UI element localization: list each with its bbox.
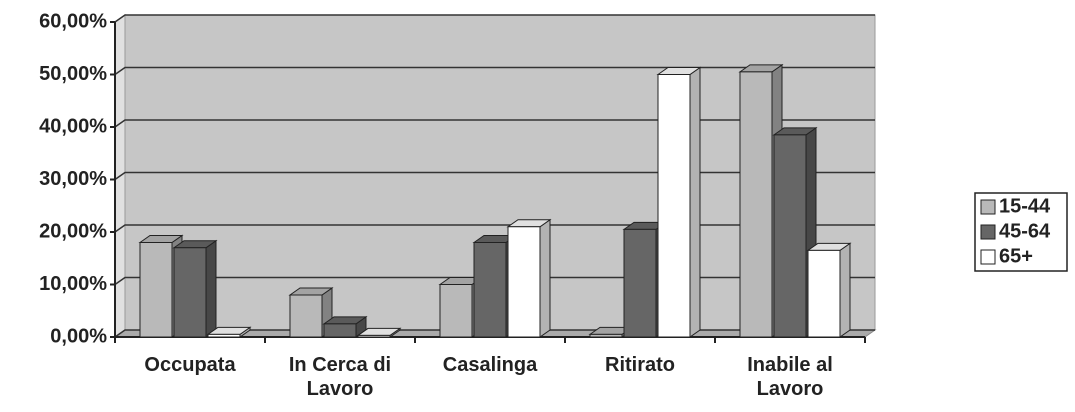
bar-side xyxy=(205,239,217,338)
bar xyxy=(656,66,702,338)
y-tick-label: 30,00% xyxy=(39,168,107,190)
y-tick-label: 10,00% xyxy=(39,273,107,295)
y-tick-label: 40,00% xyxy=(39,115,107,137)
bar xyxy=(356,327,402,338)
bar-front xyxy=(473,242,507,338)
y-tick-label: 0,00% xyxy=(50,325,107,347)
legend-label: 65+ xyxy=(999,245,1033,267)
grid-line xyxy=(114,171,875,181)
bar-side xyxy=(839,242,851,338)
x-tick-label: Inabile al Lavoro xyxy=(747,354,833,400)
bar-front xyxy=(739,71,773,338)
legend-swatch xyxy=(980,224,996,240)
bar-front xyxy=(657,74,691,338)
grid-line xyxy=(114,119,875,128)
bar-front xyxy=(589,333,623,338)
bar-side xyxy=(689,66,701,338)
y-tick-label: 60,00% xyxy=(39,10,107,32)
grid-line xyxy=(114,224,875,233)
bar-front xyxy=(323,323,357,338)
legend-label: 15-44 xyxy=(999,195,1051,217)
y-tick-label: 50,00% xyxy=(39,63,107,85)
grid-line xyxy=(114,14,875,23)
grid-line xyxy=(114,66,875,76)
x-tick-label: Casalinga xyxy=(442,354,538,376)
legend-swatch xyxy=(980,249,996,265)
bar xyxy=(206,326,252,338)
bar xyxy=(806,242,852,338)
bar xyxy=(322,315,368,338)
legend-swatch xyxy=(980,199,996,215)
bar-front xyxy=(623,228,657,338)
bar-front xyxy=(507,226,541,338)
x-tick-label: Occupata xyxy=(144,354,236,376)
bar-front xyxy=(439,284,473,338)
bar-front xyxy=(807,249,841,338)
bar-front xyxy=(357,334,391,338)
y-tick-label: 20,00% xyxy=(39,220,107,242)
bar-side xyxy=(539,218,551,338)
bar-front xyxy=(207,333,241,338)
bar-front xyxy=(773,134,807,338)
bar-front xyxy=(289,294,323,338)
x-tick-label: In Cerca di Lavoro xyxy=(288,354,392,400)
bar-front xyxy=(139,242,173,338)
bar xyxy=(172,239,218,338)
bar xyxy=(506,218,552,338)
x-tick-label: Ritirato xyxy=(605,354,675,376)
legend-label: 45-64 xyxy=(999,220,1051,242)
bar-front xyxy=(173,247,207,338)
